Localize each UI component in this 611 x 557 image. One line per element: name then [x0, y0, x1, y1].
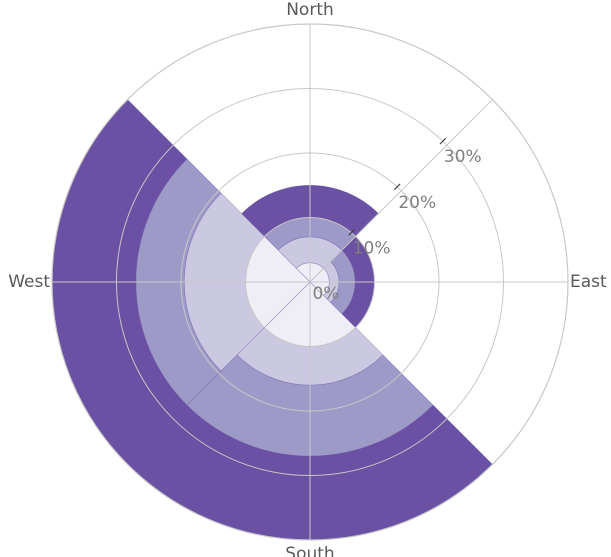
tick-mark	[393, 183, 401, 191]
radial-axis	[309, 99, 493, 283]
radial-tick-label: 10%	[353, 238, 391, 258]
radial-tick-label: 20%	[398, 193, 436, 213]
tick-mark	[348, 229, 355, 236]
category-label: South	[285, 544, 334, 557]
category-label: North	[286, 0, 334, 20]
category-label: East	[570, 272, 607, 292]
radial-tick-label: 0%	[313, 284, 340, 304]
category-label: West	[8, 272, 50, 292]
radial-tick-label: 30%	[444, 147, 482, 167]
tick-mark	[439, 137, 447, 145]
